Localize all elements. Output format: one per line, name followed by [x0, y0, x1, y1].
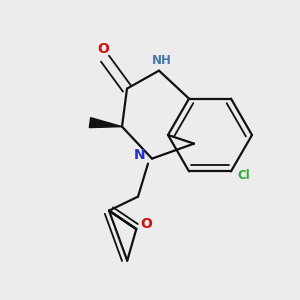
- Text: NH: NH: [152, 54, 172, 67]
- Text: O: O: [97, 42, 109, 56]
- Polygon shape: [89, 118, 122, 128]
- Text: N: N: [134, 148, 146, 162]
- Text: Cl: Cl: [237, 169, 250, 182]
- Text: O: O: [140, 217, 152, 231]
